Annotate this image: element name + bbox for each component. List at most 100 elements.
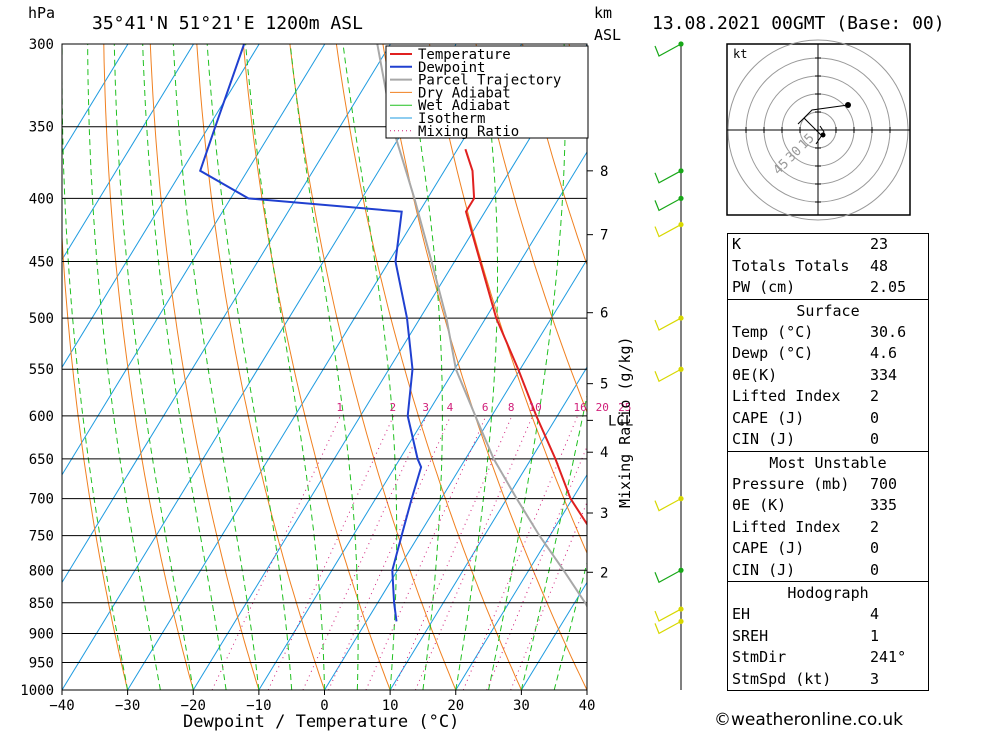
hodograph-index-label: EH [732,605,751,623]
isotherm [455,473,587,690]
km-tick-label: 2 [600,565,608,581]
mixing-ratio-label: 20 [596,401,609,414]
most-unstable-label: θE (K) [732,496,787,514]
credit-text: ©weatheronline.co.uk [714,710,904,730]
pressure-tick-label: 850 [29,596,54,612]
most-unstable-label: CIN (J) [732,560,796,579]
hodograph-point [845,102,851,108]
km-tick-label: 3 [600,506,608,522]
hodograph-index-label: StmDir [732,648,787,666]
hodograph-index-row: StmDir 241° [728,647,928,669]
series-dewpoint [198,44,423,622]
mixing-ratio-line [302,415,427,690]
hodograph-index-value: 1 [870,626,880,645]
mixing-ratio-line [365,415,487,690]
isotherm [62,44,457,690]
pressure-tick-label: 300 [29,37,54,53]
surface-value: 30.6 [870,322,907,341]
mixing-ratio-label: 10 [529,401,542,414]
index-row: PW (cm) 2.05 [728,277,928,299]
most-unstable-value: 700 [870,474,898,493]
wet-adiabat [488,44,566,690]
index-label: Totals Totals [732,256,850,275]
dry-adiabat [335,44,522,690]
index-row: Totals Totals 48 [728,256,928,278]
surface-row: CIN (J) 0 [728,429,928,451]
most-unstable-label: Pressure (mb) [732,474,850,493]
pressure-tick-label: 1000 [20,683,54,699]
km-tick-label: 8 [600,164,608,180]
hodograph-index-value: 3 [870,669,880,688]
dry-adiabat [522,44,587,267]
mixing-ratio-line [211,415,341,690]
surface-value: 0 [870,408,880,427]
asl-unit-label: ASL [594,26,621,44]
mixing-ratio-label: 3 [422,401,429,414]
most-unstable-value: 0 [870,539,880,557]
mixing-ratio-label: 1 [336,401,343,414]
index-value: 48 [870,256,889,275]
pressure-tick-label: 450 [29,255,54,271]
mixing-ratio-label: 2 [390,401,397,414]
surface-row: Lifted Index 2 [728,386,928,408]
legend-label: Dry Adiabat [418,85,511,101]
wind-barbs [654,41,684,690]
surface-row: CAPE (J) 0 [728,408,928,430]
hodograph-unit: kt [733,47,747,61]
pressure-tick-label: 900 [29,626,54,642]
wind-barb [654,224,682,238]
hodograph-index-label: StmSpd (kt) [732,669,832,688]
most-unstable-label: Lifted Index [732,517,841,536]
most-unstable-label: CAPE (J) [732,539,805,557]
hodograph-index-value: 4 [870,605,880,623]
legend-label: Parcel Trajectory [418,73,561,89]
x-tick-label: 10 [382,698,399,714]
surface-title: Surface [796,301,860,320]
mixing-ratio-label: 16 [574,401,587,414]
legend-label: Mixing Ratio [418,124,519,140]
isotherm [389,366,587,690]
mixing-ratio-line [328,415,452,690]
x-tick-label: 30 [513,698,530,714]
x-tick-label: −10 [246,698,271,714]
surface-row: Dewp (°C) 4.6 [728,343,928,365]
wind-barb [654,197,682,212]
most-unstable-value: 335 [870,496,898,514]
wet-adiabat [206,44,293,690]
wind-barb [654,569,682,584]
most-unstable-value: 2 [870,517,880,536]
surface-label: Dewp (°C) [732,344,814,362]
series-parcel-trajectory [376,44,587,609]
pressure-tick-label: 400 [29,191,54,207]
mixing-ratio-line [267,415,394,690]
isotherm [127,44,523,690]
wet-adiabat [113,44,194,690]
surface-label: CAPE (J) [732,408,805,427]
surface-row: Temp (°C) 30.6 [728,322,928,344]
wind-barb [654,170,682,184]
hodograph-trace [797,104,849,137]
km-unit-label: km [594,4,612,22]
surface-label: CIN (J) [732,430,796,448]
legend-label: Wet Adiabat [418,98,511,114]
wet-adiabat [245,44,325,690]
most-unstable-row: CAPE (J) 0 [728,538,928,560]
x-tick-label: 20 [447,698,464,714]
dry-adiabat [988,44,1000,690]
surface-row: θE(K) 334 [728,365,928,387]
pressure-tick-label: 750 [29,529,54,545]
pressure-tick-label: 800 [29,563,54,579]
x-tick-label: 0 [320,698,328,714]
pressure-tick-label: 500 [29,311,54,327]
index-label: PW (cm) [732,278,796,296]
legend-label: Dewpoint [418,60,485,76]
most-unstable-row: Lifted Index 2 [728,517,928,539]
legend-label: Isotherm [418,111,485,127]
pressure-tick-label: 650 [29,452,54,468]
hodograph-index-row: EH 4 [728,604,928,626]
wet-adiabat [342,44,398,690]
km-tick-label: 4 [600,445,608,461]
pressure-tick-label: 350 [29,120,54,136]
